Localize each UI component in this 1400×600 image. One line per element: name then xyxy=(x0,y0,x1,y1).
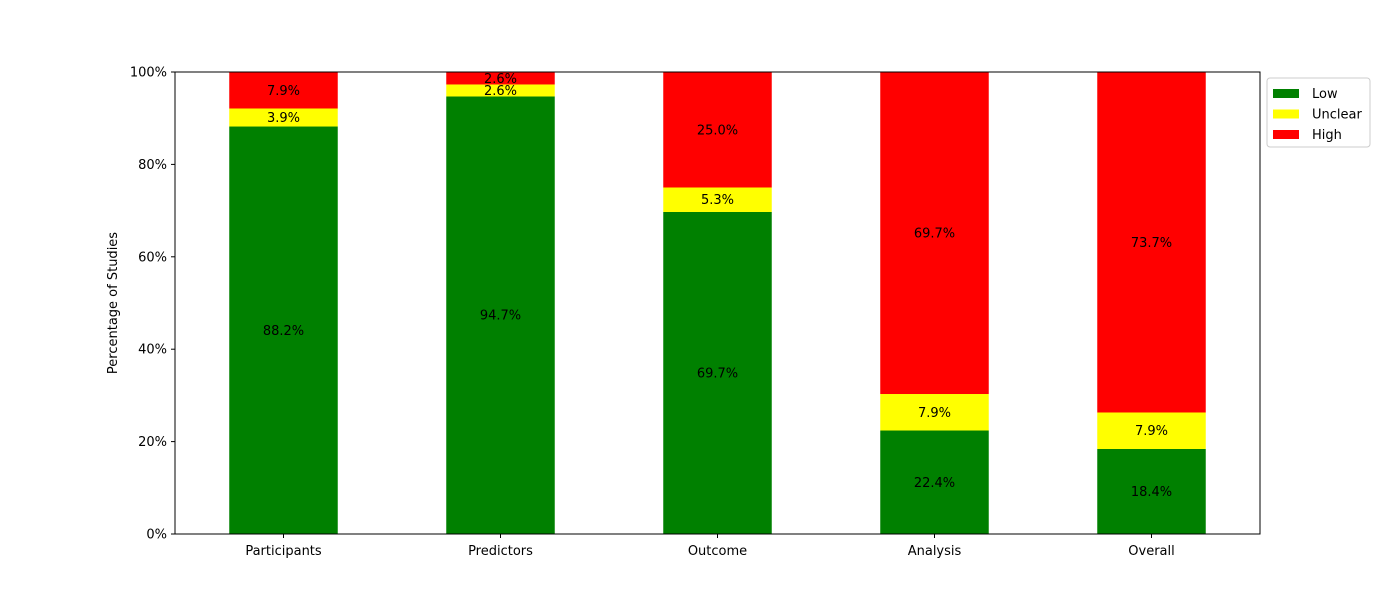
data-label-low-participants: 88.2% xyxy=(263,324,304,339)
data-label-unclear-predictors: 2.6% xyxy=(484,84,517,99)
data-label-low-outcome: 69.7% xyxy=(697,366,738,381)
y-tick-label: 20% xyxy=(138,435,167,450)
x-tick-label-analysis: Analysis xyxy=(908,544,962,559)
bar-unclear-overall xyxy=(1097,412,1206,449)
legend: Low Unclear High xyxy=(1266,77,1371,148)
data-label-high-analysis: 69.7% xyxy=(914,227,955,242)
bars-layer xyxy=(229,72,1206,535)
data-label-low-predictors: 94.7% xyxy=(480,309,521,324)
bar-high-overall xyxy=(1097,72,1206,413)
y-tick-label: 40% xyxy=(138,343,167,358)
data-label-high-predictors: 2.6% xyxy=(484,72,517,87)
data-label-high-outcome: 25.0% xyxy=(697,123,738,138)
data-label-unclear-analysis: 7.9% xyxy=(918,406,951,421)
data-label-unclear-participants: 3.9% xyxy=(267,111,300,126)
x-tick-label-predictors: Predictors xyxy=(468,544,533,559)
legend-swatch-high xyxy=(1273,130,1299,139)
bar-unclear-analysis xyxy=(880,394,989,431)
bar-unclear-predictors xyxy=(446,84,555,97)
legend-swatch-unclear xyxy=(1273,109,1299,119)
legend-label-low: Low xyxy=(1312,87,1338,102)
y-tick-label: 80% xyxy=(138,158,167,173)
x-tick-label-participants: Participants xyxy=(245,544,322,559)
y-axis-label: Percentage of Studies xyxy=(106,232,121,374)
bar-unclear-outcome xyxy=(663,187,772,212)
bar-high-participants xyxy=(229,72,338,109)
data-label-unclear-overall: 7.9% xyxy=(1135,424,1168,439)
bar-low-overall xyxy=(1097,448,1206,534)
x-tick-label-overall: Overall xyxy=(1128,544,1174,559)
legend-swatch-low xyxy=(1273,89,1299,98)
bar-low-outcome xyxy=(663,211,772,535)
bar-low-predictors xyxy=(446,96,555,535)
bar-low-analysis xyxy=(880,430,989,534)
y-tick-label: 60% xyxy=(138,250,167,265)
y-tick-label: 100% xyxy=(130,66,167,81)
bar-high-analysis xyxy=(880,72,989,395)
data-label-high-overall: 73.7% xyxy=(1131,236,1172,251)
x-tick-label-outcome: Outcome xyxy=(688,544,747,559)
data-label-low-overall: 18.4% xyxy=(1131,485,1172,500)
bar-low-participants xyxy=(229,126,338,535)
data-label-unclear-outcome: 5.3% xyxy=(701,193,734,208)
bar-high-predictors xyxy=(446,72,555,85)
data-labels-layer: 88.2% 3.9% 7.9% 94.7% 2.6%2.6% 69.7% 5.3% 25.0%… xyxy=(263,72,1172,500)
legend-label-unclear: Unclear xyxy=(1312,108,1362,123)
y-axis: 0% 20% 40% 60% 80% 100% xyxy=(130,66,175,543)
legend-label-high: High xyxy=(1312,128,1342,143)
data-label-low-analysis: 22.4% xyxy=(914,476,955,491)
data-label-high-participants: 7.9% xyxy=(267,84,300,99)
bar-unclear-participants xyxy=(229,108,338,127)
bar-high-outcome xyxy=(663,72,772,188)
x-axis: Participants Predictors Outcome Analysis Ove… xyxy=(245,534,1175,559)
y-tick-label: 0% xyxy=(146,528,167,543)
